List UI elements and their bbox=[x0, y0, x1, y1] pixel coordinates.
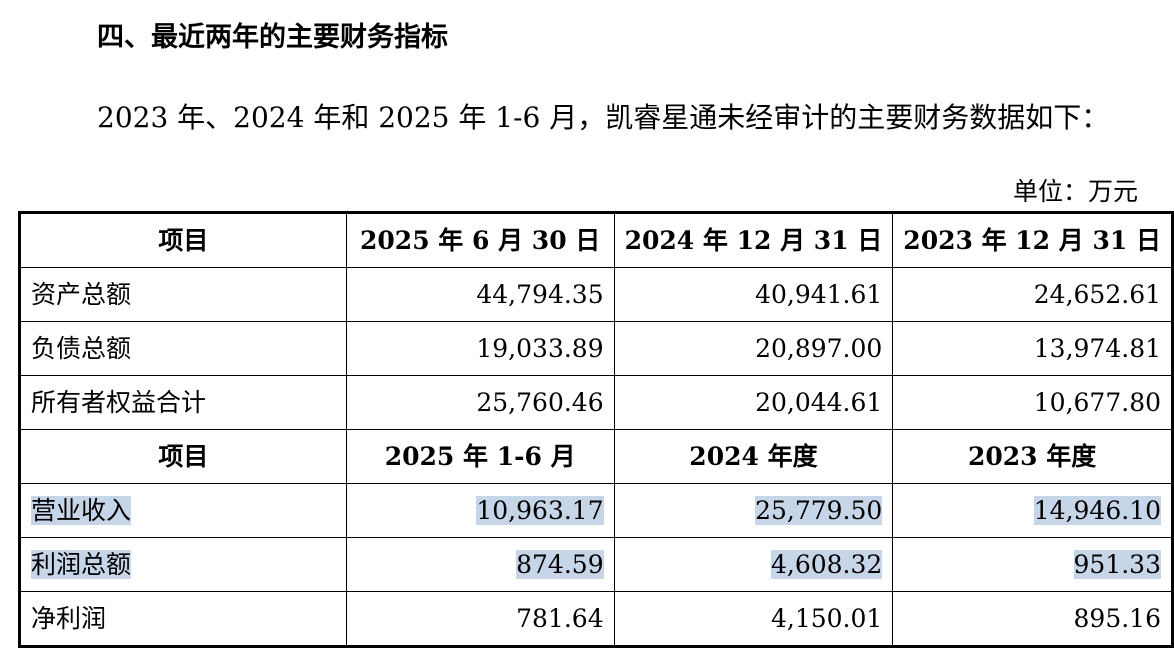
value-cell: 895.16 bbox=[892, 591, 1173, 647]
value-cell: 951.33 bbox=[892, 537, 1173, 592]
value-cell: 10,963.17 bbox=[345, 483, 615, 538]
value-cell: 44,794.35 bbox=[345, 267, 615, 322]
highlighted-text: 14,946.10 bbox=[1033, 495, 1161, 525]
row-label: 资产总额 bbox=[19, 267, 347, 322]
value-cell: 25,779.50 bbox=[613, 483, 894, 538]
highlighted-text: 25,779.50 bbox=[755, 495, 883, 525]
value-cell: 25,760.46 bbox=[345, 375, 615, 430]
value-cell: 24,652.61 bbox=[892, 267, 1173, 322]
header-cell-2024-12-31: 2024 年 12 月 31 日 bbox=[613, 212, 894, 268]
value-cell: 40,941.61 bbox=[613, 267, 894, 322]
highlighted-text: 4,608.32 bbox=[770, 549, 883, 579]
value-cell: 19,033.89 bbox=[345, 321, 615, 376]
table-row-revenue: 营业收入 10,963.17 25,779.50 14,946.10 bbox=[19, 483, 1173, 538]
value-cell: 4,608.32 bbox=[613, 537, 894, 592]
highlighted-text: 10,963.17 bbox=[476, 495, 604, 525]
header-cell-2025-06-30: 2025 年 6 月 30 日 bbox=[345, 212, 615, 268]
header-cell-item: 项目 bbox=[19, 212, 347, 268]
row-label: 营业收入 bbox=[19, 483, 347, 538]
section-heading: 四、最近两年的主要财务指标 bbox=[97, 22, 448, 53]
table-row-net-profit: 净利润 781.64 4,150.01 895.16 bbox=[19, 591, 1173, 647]
header-cell-2023-year: 2023 年度 bbox=[892, 429, 1173, 484]
table-row-total-assets: 资产总额 44,794.35 40,941.61 24,652.61 bbox=[19, 267, 1173, 322]
financial-data-table: 项目 2025 年 6 月 30 日 2024 年 12 月 31 日 2023… bbox=[18, 211, 1174, 648]
row-label: 所有者权益合计 bbox=[19, 375, 347, 430]
value-cell: 14,946.10 bbox=[892, 483, 1173, 538]
highlighted-text: 利润总额 bbox=[31, 549, 132, 579]
table-row-total-liabilities: 负债总额 19,033.89 20,897.00 13,974.81 bbox=[19, 321, 1173, 376]
income-header-row: 项目 2025 年 1-6 月 2024 年度 2023 年度 bbox=[19, 429, 1173, 484]
value-cell: 13,974.81 bbox=[892, 321, 1173, 376]
highlighted-text: 951.33 bbox=[1073, 549, 1161, 579]
row-label: 利润总额 bbox=[19, 537, 347, 592]
table-row-total-profit: 利润总额 874.59 4,608.32 951.33 bbox=[19, 537, 1173, 592]
header-cell-2024-year: 2024 年度 bbox=[613, 429, 894, 484]
header-cell-2025-h1: 2025 年 1-6 月 bbox=[345, 429, 615, 484]
highlighted-text: 874.59 bbox=[516, 549, 604, 579]
header-cell-2023-12-31: 2023 年 12 月 31 日 bbox=[892, 212, 1173, 268]
unit-label: 单位：万元 bbox=[1012, 177, 1138, 206]
value-cell: 10,677.80 bbox=[892, 375, 1173, 430]
highlighted-text: 营业收入 bbox=[31, 495, 132, 525]
balance-header-row: 项目 2025 年 6 月 30 日 2024 年 12 月 31 日 2023… bbox=[19, 212, 1173, 268]
value-cell: 20,897.00 bbox=[613, 321, 894, 376]
value-cell: 4,150.01 bbox=[613, 591, 894, 647]
intro-paragraph: 2023 年、2024 年和 2025 年 1-6 月，凯睿星通未经审计的主要财… bbox=[97, 101, 1110, 134]
header-cell-item: 项目 bbox=[19, 429, 347, 484]
row-label: 净利润 bbox=[19, 591, 347, 647]
table-row-total-equity: 所有者权益合计 25,760.46 20,044.61 10,677.80 bbox=[19, 375, 1173, 430]
row-label: 负债总额 bbox=[19, 321, 347, 376]
value-cell: 874.59 bbox=[345, 537, 615, 592]
value-cell: 781.64 bbox=[345, 591, 615, 647]
value-cell: 20,044.61 bbox=[613, 375, 894, 430]
